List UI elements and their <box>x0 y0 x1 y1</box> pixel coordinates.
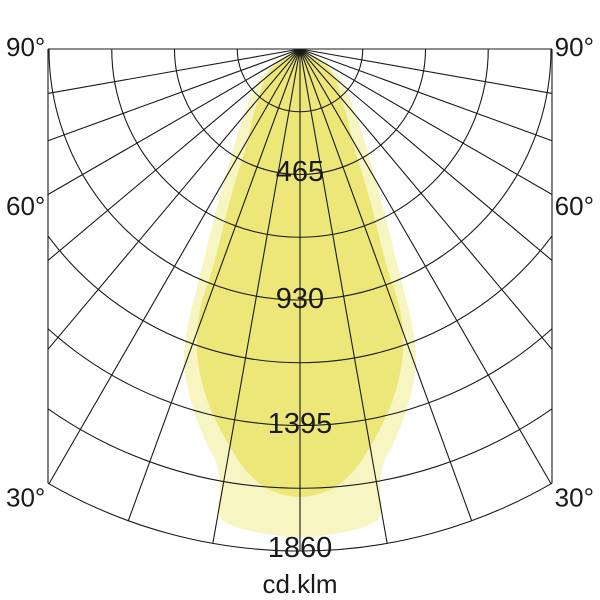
svg-text:465: 465 <box>276 156 324 188</box>
svg-text:60°: 60° <box>555 191 594 221</box>
svg-text:cd.klm: cd.klm <box>262 569 337 599</box>
svg-text:90°: 90° <box>6 32 45 62</box>
svg-text:1395: 1395 <box>268 408 333 440</box>
svg-text:90°: 90° <box>555 32 594 62</box>
svg-text:30°: 30° <box>6 482 45 512</box>
svg-text:930: 930 <box>276 283 324 315</box>
svg-text:30°: 30° <box>555 482 594 512</box>
svg-text:60°: 60° <box>6 191 45 221</box>
svg-text:1860: 1860 <box>268 532 333 564</box>
